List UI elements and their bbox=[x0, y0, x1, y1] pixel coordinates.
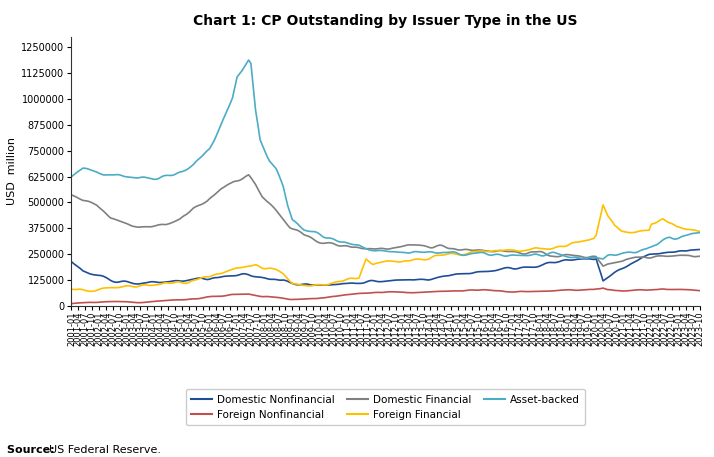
Text: US Federal Reserve.: US Federal Reserve. bbox=[49, 445, 161, 455]
Legend: Domestic Nonfinancial, Foreign Nonfinancial, Domestic Financial, Foreign Financi: Domestic Nonfinancial, Foreign Nonfinanc… bbox=[186, 389, 585, 425]
Y-axis label: USD  million: USD million bbox=[7, 138, 17, 205]
Text: Source:: Source: bbox=[7, 445, 59, 455]
Title: Chart 1: CP Outstanding by Issuer Type in the US: Chart 1: CP Outstanding by Issuer Type i… bbox=[193, 15, 578, 28]
